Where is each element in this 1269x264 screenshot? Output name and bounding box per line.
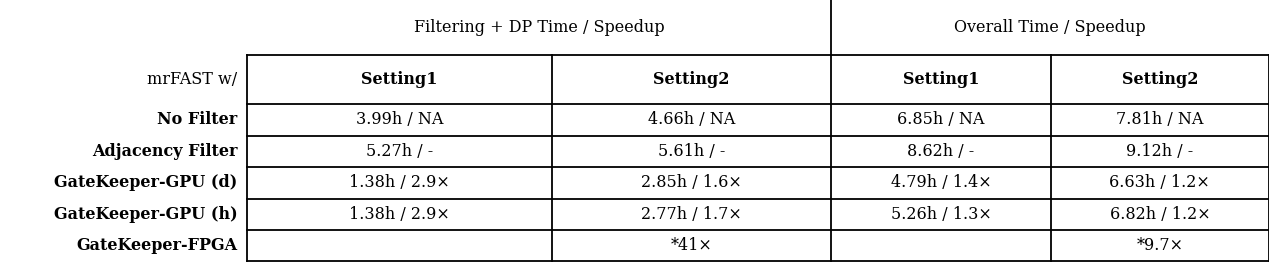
Text: 5.27h / -: 5.27h / - bbox=[367, 143, 433, 160]
Text: 6.63h / 1.2×: 6.63h / 1.2× bbox=[1109, 174, 1211, 191]
Text: 2.85h / 1.6×: 2.85h / 1.6× bbox=[641, 174, 742, 191]
Text: 9.12h / -: 9.12h / - bbox=[1127, 143, 1193, 160]
Text: 2.77h / 1.7×: 2.77h / 1.7× bbox=[641, 206, 742, 223]
Text: 8.62h / -: 8.62h / - bbox=[907, 143, 975, 160]
Text: *9.7×: *9.7× bbox=[1136, 237, 1184, 254]
Text: 6.82h / 1.2×: 6.82h / 1.2× bbox=[1109, 206, 1211, 223]
Text: 5.26h / 1.3×: 5.26h / 1.3× bbox=[891, 206, 991, 223]
Text: Setting2: Setting2 bbox=[654, 71, 730, 88]
Text: GateKeeper-GPU (h): GateKeeper-GPU (h) bbox=[53, 206, 237, 223]
Text: Setting1: Setting1 bbox=[902, 71, 980, 88]
Text: GateKeeper-GPU (d): GateKeeper-GPU (d) bbox=[55, 174, 237, 191]
Text: 1.38h / 2.9×: 1.38h / 2.9× bbox=[349, 206, 450, 223]
Text: 7.81h / NA: 7.81h / NA bbox=[1117, 111, 1203, 129]
Text: Adjacency Filter: Adjacency Filter bbox=[91, 143, 237, 160]
Text: 4.66h / NA: 4.66h / NA bbox=[648, 111, 735, 129]
Text: Setting2: Setting2 bbox=[1122, 71, 1198, 88]
Text: Setting1: Setting1 bbox=[362, 71, 438, 88]
Text: 5.61h / -: 5.61h / - bbox=[657, 143, 726, 160]
Text: Overall Time / Speedup: Overall Time / Speedup bbox=[954, 19, 1146, 36]
Text: Filtering + DP Time / Speedup: Filtering + DP Time / Speedup bbox=[414, 19, 665, 36]
Text: *41×: *41× bbox=[671, 237, 712, 254]
Text: 1.38h / 2.9×: 1.38h / 2.9× bbox=[349, 174, 450, 191]
Text: GateKeeper-FPGA: GateKeeper-FPGA bbox=[76, 237, 237, 254]
Text: 6.85h / NA: 6.85h / NA bbox=[897, 111, 985, 129]
Text: mrFAST w/: mrFAST w/ bbox=[147, 71, 237, 88]
Text: 3.99h / NA: 3.99h / NA bbox=[357, 111, 443, 129]
Text: 4.79h / 1.4×: 4.79h / 1.4× bbox=[891, 174, 991, 191]
Text: No Filter: No Filter bbox=[157, 111, 237, 129]
